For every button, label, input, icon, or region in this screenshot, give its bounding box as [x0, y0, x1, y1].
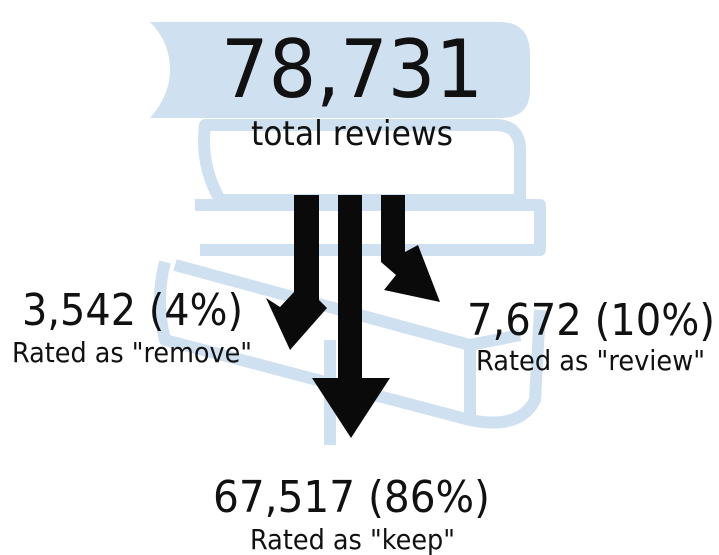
total-label: total reviews — [251, 114, 453, 154]
total-value: 78,731 — [221, 23, 483, 116]
outcome-label: Rated as "review" — [476, 344, 705, 377]
outcome-value: 67,517 (86%) — [213, 472, 490, 523]
infographic: 78,731 total reviews 3,542 (4%) Rated as… — [0, 0, 719, 555]
outcome-label: Rated as "keep" — [250, 523, 455, 555]
outcome-value: 3,542 (4%) — [22, 285, 243, 336]
outcome-value: 7,672 (10%) — [467, 295, 715, 346]
arrow-remove — [266, 195, 327, 350]
outcome-label: Rated as "remove" — [12, 336, 252, 369]
